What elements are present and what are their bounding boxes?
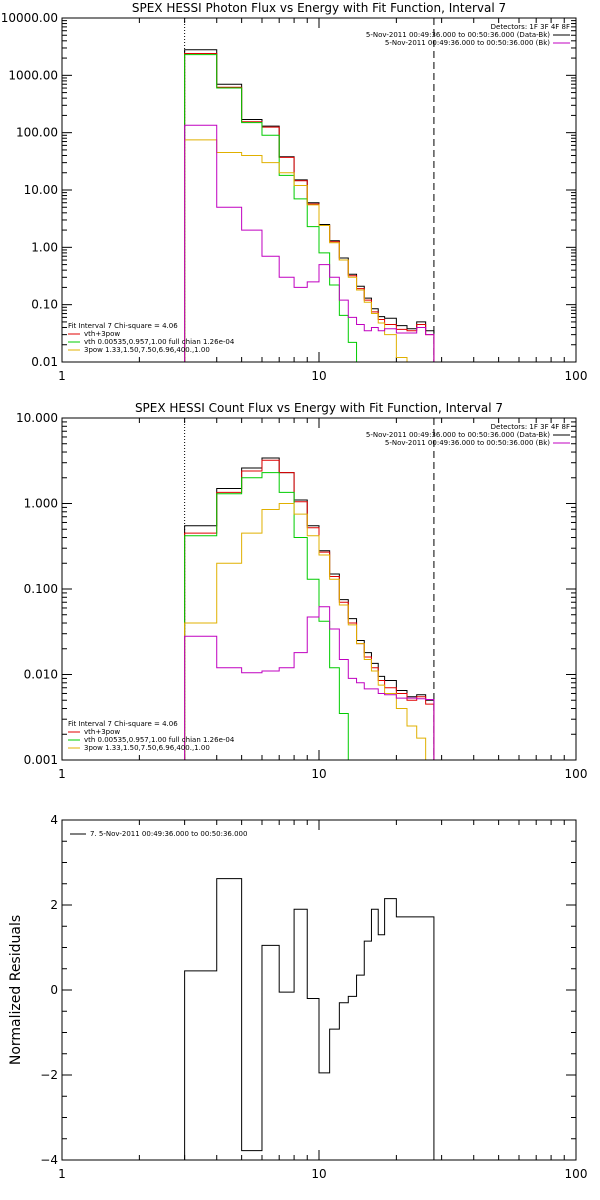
y-tick-label: 1.00 — [31, 240, 58, 254]
series-line-2 — [184, 53, 435, 362]
y-tick-label: 0 — [50, 983, 58, 997]
series-line-3 — [184, 472, 349, 760]
y-tick-label: −2 — [40, 1068, 58, 1082]
x-tick-label: 1 — [58, 767, 66, 781]
y-tick-label: 4 — [50, 813, 58, 827]
series-line-5 — [184, 606, 435, 760]
legend-entry-text: vth+3pow — [84, 728, 120, 736]
x-tick-label: 1 — [58, 369, 66, 383]
y-minor-ticks — [62, 20, 576, 346]
chart-panel-1: SPEX HESSI Photon Flux vs Energy with Fi… — [1, 1, 588, 383]
legend-header: Detectors: 1F 3F 4F 8F — [491, 423, 570, 431]
series-line-1 — [184, 457, 435, 760]
chart-title: SPEX HESSI Photon Flux vs Energy with Fi… — [132, 1, 506, 15]
series-group — [184, 457, 435, 760]
x-minor-ticks — [138, 418, 565, 760]
legend-fit-header: Fit Interval 7 Chi-square = 4.06 — [68, 322, 178, 330]
y-tick-label: −4 — [40, 1153, 58, 1167]
series-group — [184, 878, 435, 1160]
y-tick-label: 0.01 — [31, 355, 58, 369]
legend-entry-text: 3pow 1.33,1.50,7.50,6.96,400.,1.00 — [84, 744, 210, 752]
y-tick-label: 2 — [50, 898, 58, 912]
series-line-1 — [184, 878, 435, 1160]
plot-frame — [61, 17, 577, 363]
legend-header: Detectors: 1F 3F 4F 8F — [491, 23, 570, 31]
chart-panel-3: 1 10 100 4 2 0 −2 −4 Normalized Residuals 7. 5-No… — [8, 813, 587, 1181]
x-tick-label: 10 — [311, 767, 326, 781]
legend-entry-text: 5-Nov-2011 00:49:36.000 to 00:50:36.000 … — [385, 39, 550, 47]
legend-entry-text: 3pow 1.33,1.50,7.50,6.96,400.,1.00 — [84, 346, 210, 354]
chart-panel-2: SPEX HESSI Count Flux vs Energy with Fit… — [16, 401, 587, 781]
x-tick-label: 10 — [311, 369, 326, 383]
legend-entry-text: vth 0.00535,0.957,1.00 full chian 1.26e-… — [84, 736, 235, 744]
legend-entry-text: 5-Nov-2011 00:49:36.000 to 00:50:36.000 … — [366, 431, 550, 439]
y-tick-label: 0.10 — [31, 298, 58, 312]
x-tick-label: 100 — [565, 1167, 588, 1181]
y-tick-label: 0.001 — [24, 753, 58, 767]
x-tick-label: 100 — [565, 369, 588, 383]
x-tick-label: 10 — [311, 1167, 326, 1181]
series-line-4 — [184, 503, 427, 760]
legend-entry-text: 5-Nov-2011 00:49:36.000 to 00:50:36.000 … — [366, 31, 550, 39]
y-tick-label: 10000.00 — [1, 11, 58, 25]
legend-entry-text: vth+3pow — [84, 330, 120, 338]
x-minor-ticks — [138, 18, 565, 362]
legend-entry-text: vth 0.00535,0.957,1.00 full chian 1.26e-… — [84, 338, 235, 346]
series-group — [184, 49, 435, 362]
x-minor-ticks — [138, 820, 565, 1160]
chart-title: SPEX HESSI Count Flux vs Energy with Fit… — [135, 401, 503, 415]
series-line-2 — [184, 459, 435, 760]
legend-entry-text: 5-Nov-2011 00:49:36.000 to 00:50:36.000 … — [385, 439, 550, 447]
legend-entry-text: 7. 5-Nov-2011 00:49:36.000 to 00:50:36.0… — [90, 830, 247, 838]
y-tick-label: 100.00 — [16, 126, 58, 140]
series-line-5 — [184, 124, 435, 362]
y-tick-label: 10.00 — [24, 183, 58, 197]
y-tick-label: 0.100 — [24, 582, 58, 596]
x-tick-label: 1 — [58, 1167, 66, 1181]
series-line-4 — [184, 139, 408, 362]
y-tick-label: 1.000 — [24, 497, 58, 511]
y-tick-label: 1000.00 — [8, 68, 58, 82]
y-tick-label: 10.000 — [16, 411, 58, 425]
y-minor-ticks — [62, 840, 576, 1140]
y-axis-label: Normalized Residuals — [8, 915, 24, 1065]
legend-fit-header: Fit Interval 7 Chi-square = 4.06 — [68, 720, 178, 728]
x-tick-label: 100 — [565, 767, 588, 781]
y-minor-ticks — [62, 421, 576, 735]
plot-frame — [61, 417, 577, 761]
plot-frame — [61, 819, 577, 1161]
y-tick-label: 0.010 — [24, 668, 58, 682]
